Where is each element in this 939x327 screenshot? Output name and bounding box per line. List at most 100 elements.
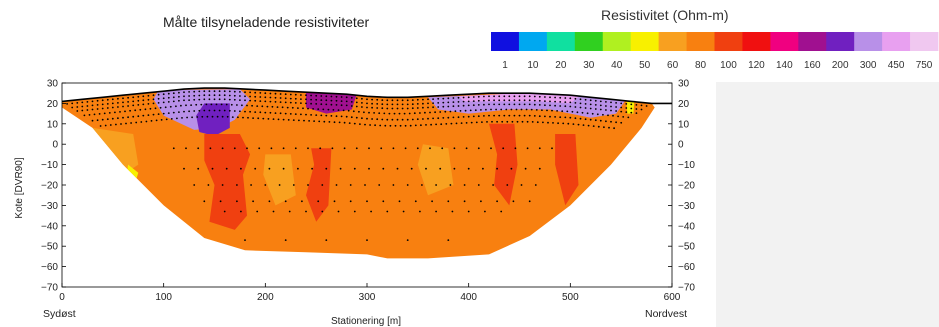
measurement-point [592,125,595,127]
measurement-point [150,120,153,122]
measurement-point [599,119,602,122]
measurement-point [221,147,224,150]
measurement-point [335,99,338,102]
measurement-point [488,114,490,117]
measurement-point [399,124,402,127]
colorbar-swatch [882,32,911,51]
colorbar-labels: 1 10 20 30 40 50 60 80 100 120 140 160 200 300 450 750 [502,60,933,71]
measurement-point [523,103,526,106]
measurement-point [457,116,460,119]
measurement-point [498,99,501,102]
measurement-point [162,101,165,104]
measurement-point [406,239,409,242]
measurement-point [442,105,445,108]
measurement-point [605,120,607,123]
measurement-point [477,99,480,102]
measurement-point [300,98,302,100]
measurement-point [569,97,572,100]
measurement-points [66,90,648,242]
measurement-point [371,98,373,101]
measurement-point [358,110,360,113]
y-tick-label-left: 10 [47,119,59,130]
measurement-point [493,99,495,102]
measurement-point [615,106,617,108]
measurement-point [610,109,612,112]
measurement-point [337,109,340,111]
measurement-point [447,200,450,203]
measurement-point [183,91,185,94]
measurement-point [569,101,572,104]
measurement-point [533,95,536,98]
measurement-point [221,115,224,118]
measurement-point [305,102,307,105]
measurement-point [605,101,607,103]
measurement-point [149,107,152,110]
measurement-point [406,118,409,121]
measurement-point [302,107,304,110]
measurement-point [264,96,267,99]
measurement-point [386,103,389,106]
measurement-point [197,147,200,150]
measurement-point [198,98,201,101]
measurement-point [315,98,318,101]
measurement-point [98,113,101,115]
measurement-point [315,114,318,116]
measurement-point [345,104,348,107]
measurement-point [414,200,417,203]
measurement-point [101,118,104,121]
measurement-point [475,121,478,124]
measurement-point [589,118,592,121]
measurement-point [452,101,455,103]
measurement-point [251,104,254,107]
measurement-point [594,104,597,106]
measurement-point [134,109,137,112]
measurement-point [571,110,574,113]
measurement-point [279,97,282,99]
measurement-point [449,184,452,186]
measurement-point [198,109,201,112]
measurement-point [241,104,243,107]
measurement-point [292,184,295,186]
measurement-point [274,112,277,114]
measurement-point [411,99,414,101]
measurement-point [406,184,409,186]
measurement-point [406,107,409,110]
measurement-point [581,111,584,114]
measurement-point [256,210,259,213]
measurement-point [282,147,285,150]
measurement-point [159,106,162,109]
measurement-point [319,147,322,150]
measurement-point [467,210,470,213]
measurement-point [457,105,460,107]
measurement-point [569,116,572,119]
measurement-point [297,107,299,109]
measurement-point [272,118,275,120]
measurement-point [320,95,323,97]
measurement-point [193,90,196,93]
measurement-point [297,167,299,170]
measurement-point [535,109,538,111]
measurement-point [422,106,424,109]
measurement-point [340,104,343,107]
measurement-point [463,200,466,203]
measurement-point [186,116,189,119]
measurement-point [111,102,114,105]
measurement-point [538,167,541,170]
resistivity-body [196,103,230,136]
measurement-point [197,167,200,170]
measurement-point [579,98,582,101]
colorbar-label: 450 [888,60,905,71]
measurement-point [284,101,287,104]
measurement-point [300,113,302,116]
measurement-point [331,147,334,150]
colorbar-label: 100 [720,60,737,71]
measurement-point [169,105,172,108]
measurement-point [325,167,328,170]
measurement-point [559,101,562,103]
measurement-point [101,107,104,110]
measurement-point [246,147,248,150]
measurement-point [321,210,324,213]
measurement-point [393,112,396,115]
measurement-point [477,115,480,118]
measurement-point [508,103,511,106]
